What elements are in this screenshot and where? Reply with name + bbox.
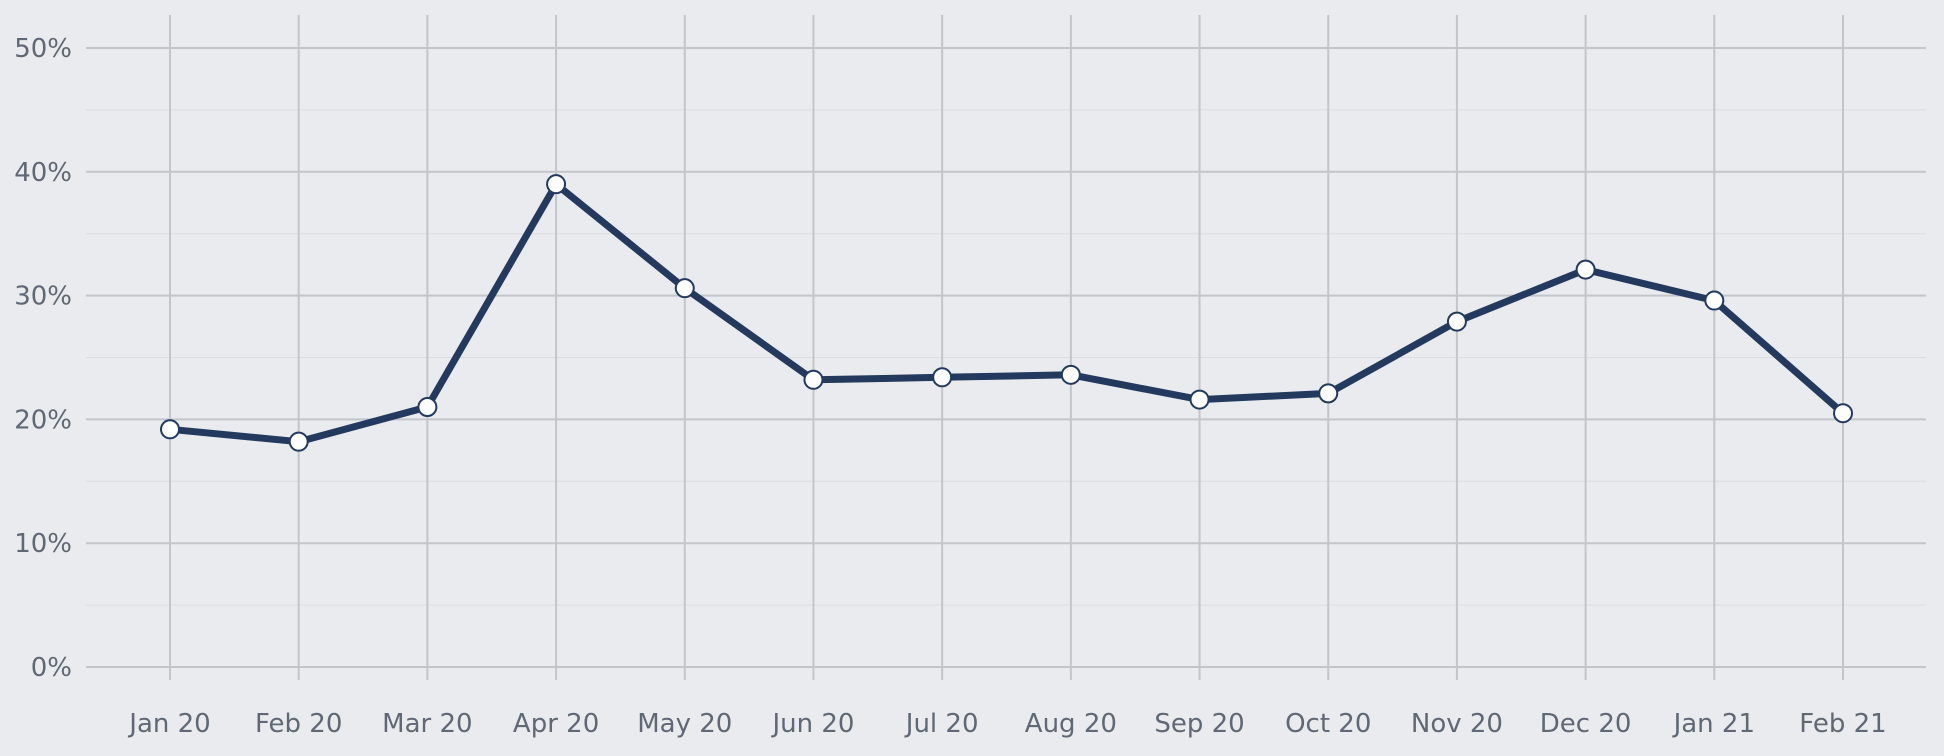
data-markers	[160, 174, 1853, 452]
data-point[interactable]	[1575, 259, 1596, 280]
x-tick-label: Nov 20	[1411, 709, 1503, 739]
data-point[interactable]	[1833, 403, 1853, 424]
data-point[interactable]	[417, 397, 438, 418]
x-tick-label: Sep 20	[1154, 709, 1244, 739]
x-tick-label: Mar 20	[382, 709, 472, 739]
x-tick-label: Feb 20	[255, 709, 342, 739]
x-tick-label: Feb 21	[1799, 709, 1886, 739]
y-tick-label: 10%	[14, 529, 72, 559]
y-axis-tick-labels: 0% 10% 20% 30% 40% 50%	[14, 34, 72, 683]
x-tick-label: Oct 20	[1285, 709, 1371, 739]
data-point[interactable]	[1318, 383, 1339, 404]
data-point[interactable]	[1704, 290, 1725, 311]
x-tick-label: May 20	[637, 709, 732, 739]
data-point[interactable]	[803, 369, 824, 390]
series-line	[166, 180, 1847, 446]
data-point[interactable]	[932, 367, 953, 388]
y-tick-label: 20%	[14, 405, 72, 435]
major-gridlines	[86, 15, 1926, 680]
y-tick-label: 40%	[14, 158, 72, 188]
y-tick-label: 50%	[14, 34, 72, 64]
data-point[interactable]	[1446, 311, 1467, 332]
y-tick-label: 30%	[14, 282, 72, 312]
data-point[interactable]	[160, 419, 180, 440]
x-tick-label: Jan 21	[1672, 709, 1755, 739]
y-tick-label: 0%	[31, 653, 72, 683]
data-point[interactable]	[1060, 364, 1081, 385]
x-tick-label: Apr 20	[513, 709, 599, 739]
x-tick-label: Jul 20	[904, 709, 979, 739]
x-tick-label: Aug 20	[1025, 709, 1117, 739]
series-group	[166, 180, 1847, 446]
minor-gridlines	[86, 109, 1926, 606]
data-point[interactable]	[1189, 389, 1210, 410]
x-tick-label: Dec 20	[1540, 709, 1632, 739]
data-point[interactable]	[288, 431, 309, 452]
x-axis-tick-labels: Jan 20 Feb 20 Mar 20 Apr 20 May 20 Jun 20 Jul …	[127, 709, 1886, 739]
x-tick-label: Jun 20	[770, 709, 854, 739]
data-point[interactable]	[546, 174, 567, 195]
x-tick-label: Jan 20	[127, 709, 210, 739]
data-point[interactable]	[674, 278, 695, 299]
